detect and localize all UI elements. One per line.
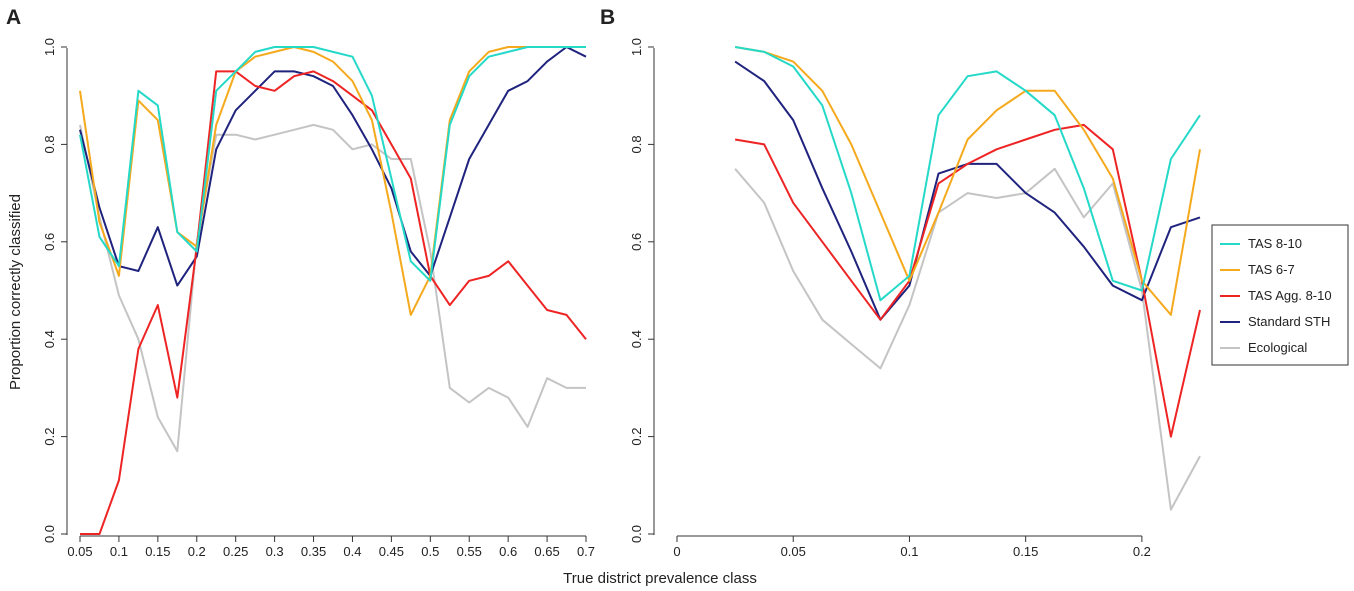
y-tick-label: 0.8	[42, 135, 57, 153]
y-tick-label: 0.8	[629, 135, 644, 153]
y-tick-label: 0.4	[42, 330, 57, 348]
y-tick-label: 0.6	[42, 233, 57, 251]
x-tick-label: 0.15	[1013, 544, 1038, 559]
panel-letter-b: B	[600, 6, 615, 29]
series-line-tas-agg-8-10	[734, 123, 1201, 438]
y-tick-label: 0.2	[42, 428, 57, 446]
y-tick-label: 0.2	[629, 428, 644, 446]
x-tick-label: 0.25	[223, 544, 248, 559]
y-tick-label: 0.6	[629, 233, 644, 251]
x-tick-label: 0.5	[421, 544, 439, 559]
panel-letter-a: A	[6, 6, 21, 29]
legend-label: Ecological	[1248, 340, 1307, 355]
x-tick-label: 0.2	[188, 544, 206, 559]
series-line-tas-8-10	[79, 46, 586, 282]
y-tick-label: 0.4	[629, 330, 644, 348]
x-tick-label: 0.55	[457, 544, 482, 559]
series-line-standard-sth	[734, 60, 1201, 321]
y-tick-label: 1.0	[42, 38, 57, 56]
series-line-ecological	[79, 123, 586, 453]
legend-label: TAS 8-10	[1248, 236, 1302, 251]
x-tick-label: 0.35	[301, 544, 326, 559]
x-tick-label: 0.1	[110, 544, 128, 559]
legend-label: TAS Agg. 8-10	[1248, 288, 1332, 303]
panel-a-plot: 0.05 0.1 0.15 0.2 0.25 0.3 0.35 0.4 0.45 0.5 0.55 0…	[42, 38, 595, 559]
series-line-standard-sth	[79, 46, 587, 287]
x-tick-label: 0.05	[781, 544, 806, 559]
x-tick-label: 0.6	[499, 544, 517, 559]
x-tick-label: 0.65	[534, 544, 559, 559]
panel-b-plot: 0 0.05 0.1 0.15 0.2 0.0 0.2 0.4 0.6 0.8 1.0	[629, 38, 1201, 559]
y-tick-label: 1.0	[629, 38, 644, 56]
legend-label: TAS 6-7	[1248, 262, 1295, 277]
y-tick-label: 0.0	[629, 525, 644, 543]
x-tick-label: 0.15	[145, 544, 170, 559]
series-line-tas-agg-8-10	[80, 70, 587, 535]
x-tick-label: 0.05	[67, 544, 92, 559]
x-tick-label: 0.7	[577, 544, 595, 559]
x-tick-label: 0.3	[266, 544, 284, 559]
x-tick-label: 0.2	[1133, 544, 1151, 559]
series-line-ecological	[734, 167, 1201, 511]
x-tick-label: 0	[673, 544, 680, 559]
legend: TAS 8-10 TAS 6-7 TAS Agg. 8-10 Standard STH…	[1211, 224, 1349, 366]
x-tick-label: 0.4	[343, 544, 361, 559]
x-tick-label: 0.1	[900, 544, 918, 559]
x-axis-title: True district prevalence class	[563, 570, 757, 587]
series-line-tas-6-7	[734, 46, 1201, 316]
series-line-tas-8-10	[734, 46, 1201, 302]
y-axis-title: Proportion correctly classified	[7, 194, 24, 390]
legend-label: Standard STH	[1248, 314, 1330, 329]
y-tick-label: 0.0	[42, 525, 57, 543]
series-line-tas-6-7	[79, 46, 586, 316]
x-tick-label: 0.45	[379, 544, 404, 559]
